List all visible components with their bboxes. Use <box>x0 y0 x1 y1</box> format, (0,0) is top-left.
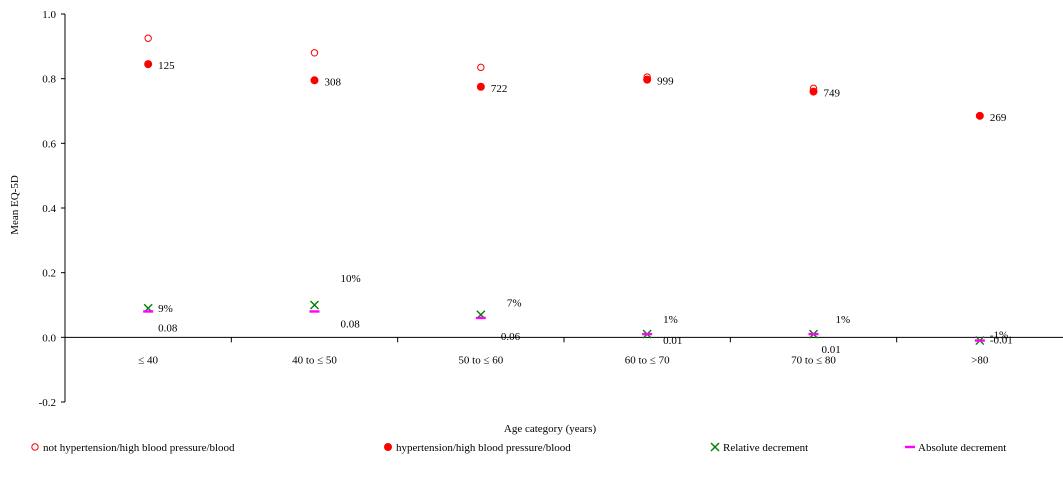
data-label: 999 <box>657 76 674 88</box>
x-tick-label: 50 to ≤ 60 <box>458 354 503 366</box>
y-tick-label: 1.0 <box>42 9 56 21</box>
marker-hypertension <box>310 76 319 85</box>
y-tick-label: 0.0 <box>42 332 56 344</box>
x-tick-label: >80 <box>971 354 989 366</box>
marker-relative-decrement <box>310 300 319 310</box>
data-label: 308 <box>325 76 342 88</box>
data-label: -0.01 <box>990 335 1013 347</box>
marker-not-hypertension <box>144 34 152 42</box>
marks <box>143 34 985 346</box>
x-tick-label: ≤ 40 <box>138 354 158 366</box>
x-tick-label: 60 to ≤ 70 <box>625 354 670 366</box>
marker-hypertension <box>809 87 818 96</box>
data-label: 0.06 <box>501 331 521 343</box>
data-label: 1% <box>836 314 851 326</box>
x-tick-label: 40 to ≤ 50 <box>292 354 337 366</box>
legend-marker <box>710 442 720 452</box>
marker-not-hypertension <box>310 49 319 57</box>
y-tick-label: 0.2 <box>42 268 56 280</box>
x-axis-label: Age category (years) <box>504 423 597 435</box>
marker-hypertension <box>975 111 984 120</box>
marker-not-hypertension <box>477 63 485 72</box>
data-label: 0.08 <box>158 322 178 334</box>
marker-hypertension <box>476 82 485 91</box>
legend-marker <box>384 443 392 451</box>
data-label: 125 <box>158 60 175 72</box>
data-label: 10% <box>341 273 361 285</box>
data-label: 0.08 <box>341 318 361 330</box>
y-tick-label: 0.4 <box>42 203 56 215</box>
y-tick-label: 0.6 <box>42 138 56 150</box>
data-labels: 125 308 722 999 749 269 9% 10% 7% 1% 1% -1% 0.08 0.08… <box>158 60 1013 356</box>
data-label: 9% <box>158 303 173 315</box>
y-axis-label: Mean EQ-5D <box>9 175 21 235</box>
marker-hypertension <box>643 75 652 84</box>
data-label: 7% <box>507 298 522 310</box>
data-label: 722 <box>491 83 508 95</box>
data-label: 0.01 <box>663 335 682 347</box>
legend-label: Relative decrement <box>723 442 808 454</box>
axes: -0.2 0.0 0.2 0.4 0.6 0.8 1.0 ≤ 40 40 to ≤ 50 50 t… <box>39 9 1063 409</box>
data-label: 749 <box>824 88 841 100</box>
legend: not hypertension/high blood pressure/blo… <box>31 442 1006 454</box>
data-label: 1% <box>663 314 678 326</box>
x-tick-label: 70 to ≤ 80 <box>791 354 836 366</box>
data-label: 0.01 <box>822 344 841 356</box>
legend-label: Absolute decrement <box>918 442 1006 454</box>
legend-marker <box>31 443 39 451</box>
y-tick-label: 0.8 <box>42 74 56 86</box>
legend-label: not hypertension/high blood pressure/blo… <box>43 442 235 454</box>
data-label: -1% <box>990 330 1008 342</box>
y-tick-label: -0.2 <box>39 397 56 409</box>
legend-label: hypertension/high blood pressure/blood <box>396 442 571 454</box>
marker-hypertension <box>144 60 153 69</box>
data-label: 269 <box>990 112 1007 124</box>
